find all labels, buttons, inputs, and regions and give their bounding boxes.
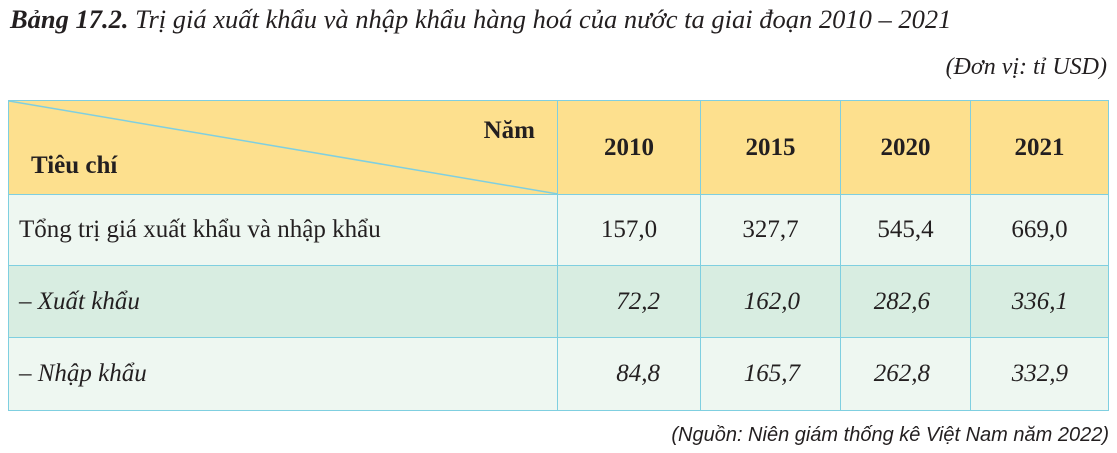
table-body: Tổng trị giá xuất khẩu và nhập khẩu 157,0… — [8, 194, 1109, 411]
value-cell: 165,7 — [700, 337, 841, 411]
data-table: Năm Tiêu chí 2010 2015 2020 2021 Tổng tr… — [8, 100, 1109, 411]
value-cell: 84,8 — [557, 337, 701, 411]
value-cell: 336,1 — [970, 265, 1109, 338]
table-title: Bảng 17.2. Trị giá xuất khẩu và nhập khẩ… — [10, 4, 951, 35]
table-row: – Nhập khẩu 84,8 165,7 262,8 332,9 — [8, 337, 1109, 411]
value-cell: 262,8 — [840, 337, 971, 411]
source-note: (Nguồn: Niên giám thống kê Việt Nam năm … — [671, 424, 1109, 446]
value-cell: 282,6 — [840, 265, 971, 338]
column-header: 2015 — [700, 100, 841, 195]
column-header: 2010 — [557, 100, 701, 195]
value-cell: 332,9 — [970, 337, 1109, 411]
value-cell: 72,2 — [557, 265, 701, 338]
value-cell: 669,0 — [970, 194, 1109, 266]
row-label: Tổng trị giá xuất khẩu và nhập khẩu — [8, 194, 558, 266]
corner-top: Năm — [483, 117, 535, 144]
value-cell: 162,0 — [700, 265, 841, 338]
corner-cell: Năm Tiêu chí — [8, 100, 558, 195]
table-row: – Xuất khẩu 72,2 162,0 282,6 336,1 — [8, 265, 1109, 338]
value-cell: 545,4 — [840, 194, 971, 266]
table-number: Bảng 17.2. — [10, 4, 129, 34]
value-cell: 157,0 — [557, 194, 701, 266]
corner-bottom: Tiêu chí — [31, 152, 118, 179]
value-cell: 327,7 — [700, 194, 841, 266]
table-row: Tổng trị giá xuất khẩu và nhập khẩu 157,0… — [8, 194, 1109, 266]
column-header: 2020 — [840, 100, 971, 195]
header-row: Năm Tiêu chí 2010 2015 2020 2021 — [8, 100, 1109, 195]
title-text: Trị giá xuất khẩu và nhập khẩu hàng hoá … — [135, 4, 952, 34]
diagonal — [9, 101, 558, 194]
row-label: – Xuất khẩu — [8, 265, 558, 338]
row-label: – Nhập khẩu — [8, 337, 558, 411]
unit-note: (Đơn vị: tỉ USD) — [945, 54, 1107, 80]
column-header: 2021 — [970, 100, 1109, 195]
